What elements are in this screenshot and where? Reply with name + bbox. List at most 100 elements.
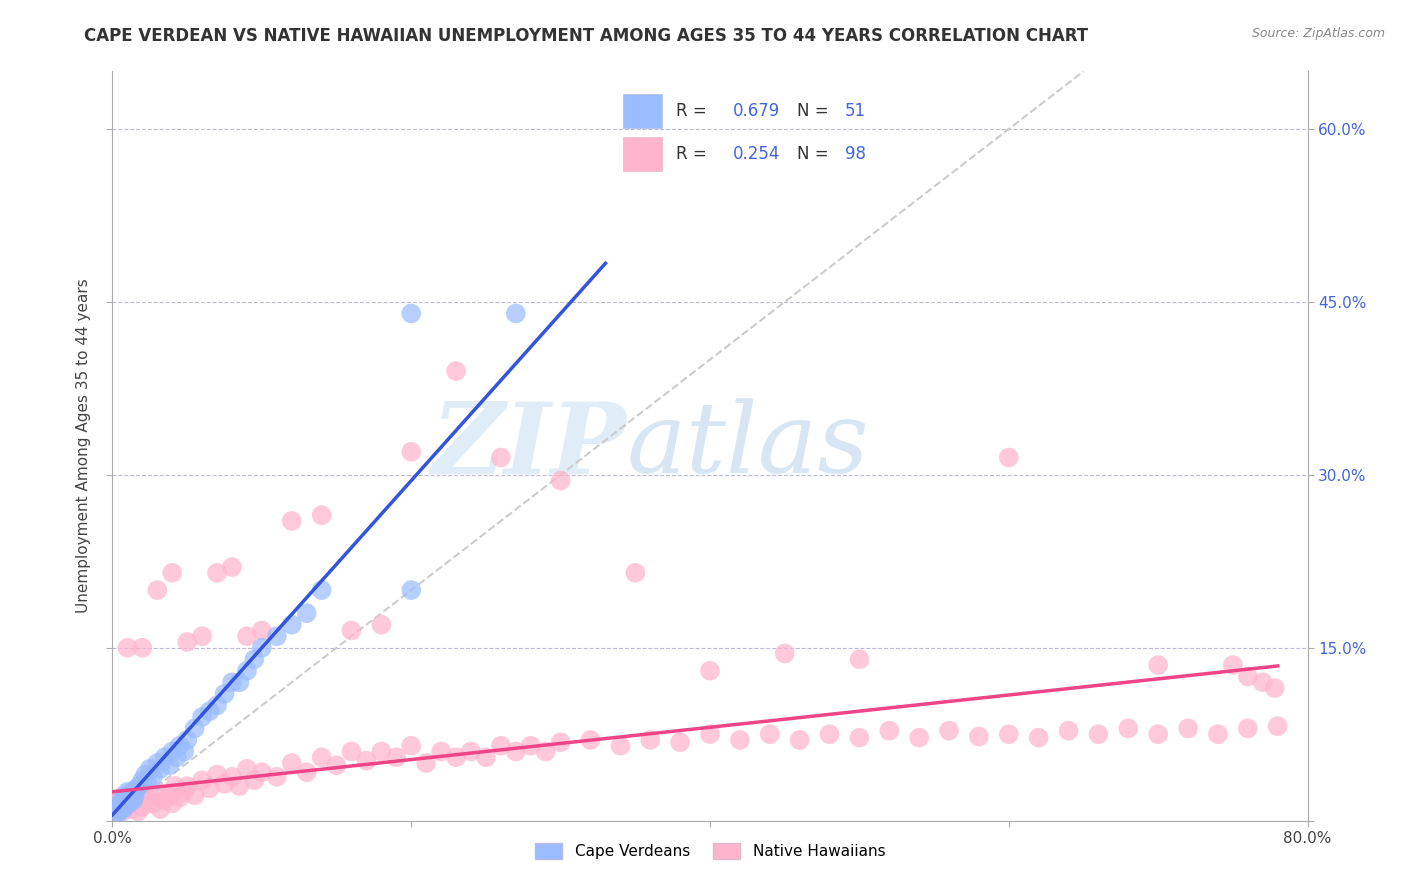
Point xyxy=(205,566,228,580)
Point xyxy=(198,781,221,796)
Point xyxy=(114,799,135,814)
Point xyxy=(228,779,250,793)
Point xyxy=(401,306,423,320)
Point xyxy=(818,727,841,741)
Point xyxy=(699,664,721,678)
Point xyxy=(176,733,198,747)
Point xyxy=(115,793,138,807)
Point xyxy=(759,727,782,741)
Point xyxy=(117,785,139,799)
Point xyxy=(221,675,243,690)
Point xyxy=(998,727,1021,741)
Point xyxy=(169,739,191,753)
Point xyxy=(228,675,250,690)
Point xyxy=(169,790,191,805)
Point xyxy=(1264,681,1286,695)
Point xyxy=(117,793,139,807)
Point xyxy=(1237,722,1260,736)
Point xyxy=(624,566,647,580)
Point xyxy=(295,606,318,620)
Point xyxy=(146,583,169,598)
Point xyxy=(114,799,135,814)
Point xyxy=(489,739,512,753)
Point xyxy=(879,723,901,738)
Point xyxy=(128,785,150,799)
Point xyxy=(848,652,870,666)
Point xyxy=(250,765,273,780)
Point xyxy=(489,450,512,465)
Point xyxy=(728,733,751,747)
Point xyxy=(385,750,408,764)
Point xyxy=(214,687,236,701)
Point xyxy=(699,727,721,741)
Point xyxy=(1147,727,1170,741)
Point xyxy=(325,758,347,772)
Point xyxy=(415,756,437,770)
Point xyxy=(108,799,131,814)
Point xyxy=(640,733,662,747)
Point xyxy=(444,750,467,764)
Point xyxy=(401,583,423,598)
Point xyxy=(121,797,143,811)
Point xyxy=(107,805,129,819)
Point xyxy=(111,797,134,811)
Point xyxy=(401,739,423,753)
Point xyxy=(142,797,165,811)
Point xyxy=(110,797,132,811)
Point xyxy=(444,364,467,378)
Point xyxy=(340,624,363,638)
Point xyxy=(205,698,228,713)
Point xyxy=(505,306,527,320)
Point xyxy=(1206,727,1229,741)
Point xyxy=(243,652,266,666)
Point xyxy=(789,733,811,747)
Point xyxy=(122,793,145,807)
Point xyxy=(134,793,156,807)
Point xyxy=(139,762,162,776)
Point xyxy=(295,765,318,780)
Point xyxy=(176,635,198,649)
Point xyxy=(998,450,1021,465)
Point xyxy=(908,731,931,745)
Point xyxy=(105,808,128,822)
Point xyxy=(356,754,378,768)
Point xyxy=(340,744,363,758)
Point xyxy=(1267,719,1289,733)
Point xyxy=(114,790,135,805)
Point xyxy=(1237,669,1260,683)
Point xyxy=(165,779,187,793)
Point xyxy=(131,640,153,655)
Point xyxy=(848,731,870,745)
Point xyxy=(1087,727,1109,741)
Point xyxy=(127,805,149,819)
Point xyxy=(401,444,423,458)
Point xyxy=(311,750,333,764)
Point xyxy=(149,762,172,776)
Point xyxy=(157,789,180,803)
Point xyxy=(281,617,304,632)
Point xyxy=(173,785,195,799)
Point xyxy=(250,624,273,638)
Point xyxy=(153,750,176,764)
Point xyxy=(162,797,183,811)
Point xyxy=(166,750,188,764)
Point xyxy=(124,789,146,803)
Point xyxy=(250,640,273,655)
Point xyxy=(579,733,602,747)
Point xyxy=(191,629,214,643)
Point xyxy=(108,802,131,816)
Point xyxy=(139,789,162,803)
Point xyxy=(1057,723,1080,738)
Point xyxy=(281,756,304,770)
Point xyxy=(1028,731,1050,745)
Point xyxy=(142,770,165,784)
Point xyxy=(121,785,143,799)
Point xyxy=(221,770,243,784)
Point xyxy=(120,790,142,805)
Point xyxy=(534,744,557,758)
Point xyxy=(198,704,221,718)
Point xyxy=(162,566,183,580)
Point xyxy=(1251,675,1274,690)
Point xyxy=(176,779,198,793)
Point xyxy=(110,793,132,807)
